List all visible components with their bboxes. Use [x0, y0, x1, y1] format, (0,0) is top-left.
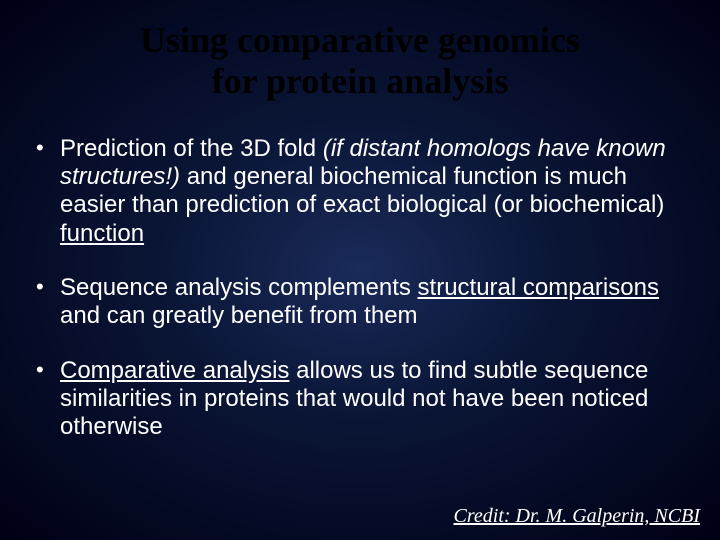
bullet-item: Sequence analysis complements structural…: [36, 274, 690, 331]
bullet-item: Prediction of the 3D fold (if distant ho…: [36, 135, 690, 248]
bullet-underline: Comparative analysis: [60, 357, 289, 384]
slide-container: Using comparative genomics for protein a…: [0, 0, 720, 540]
bullet-text-post: and can greatly benefit from them: [60, 302, 418, 329]
bullet-text-pre: Sequence analysis complements: [60, 274, 418, 301]
bullet-text-pre: Prediction of the 3D fold: [60, 135, 323, 162]
bullet-underline: structural comparisons: [418, 274, 659, 301]
bullet-item: Comparative analysis allows us to find s…: [36, 357, 690, 442]
bullet-list: Prediction of the 3D fold (if distant ho…: [30, 135, 690, 442]
bullet-underline: function: [60, 220, 144, 247]
slide-title: Using comparative genomics for protein a…: [30, 20, 690, 103]
title-line-1: Using comparative genomics: [140, 20, 580, 60]
credit-text: Credit: Dr. M. Galperin, NCBI: [454, 505, 700, 528]
title-line-2: for protein analysis: [212, 61, 509, 101]
